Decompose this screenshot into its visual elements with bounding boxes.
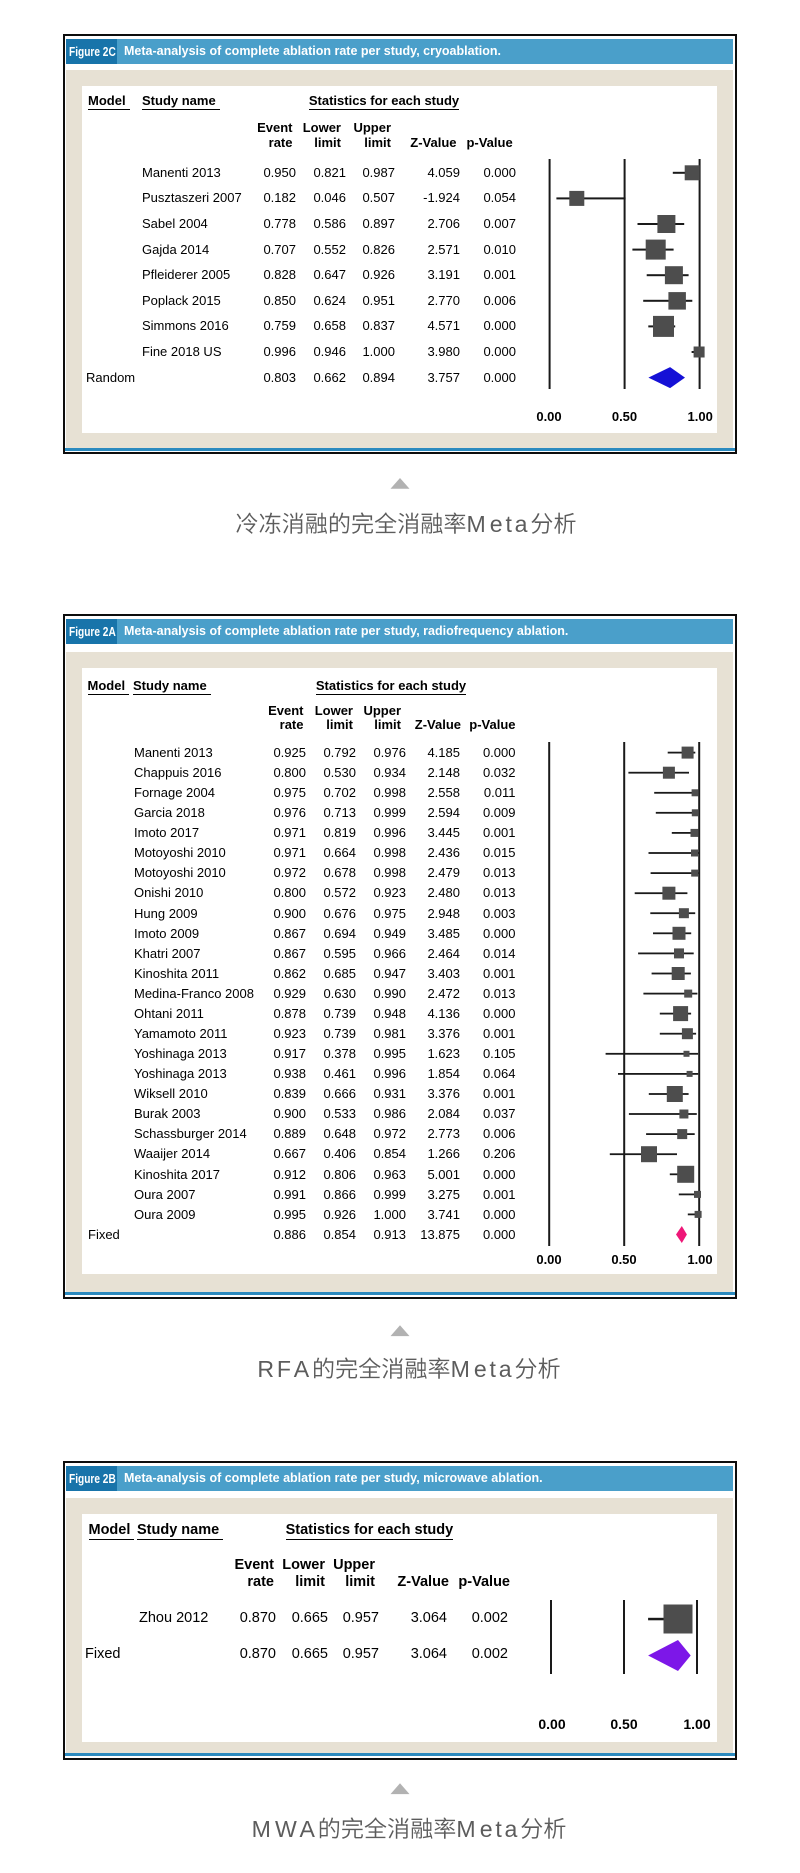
svg-text:e: e	[490, 511, 503, 537]
svg-text:e: e	[474, 1356, 487, 1382]
svg-text:A: A	[294, 1356, 310, 1382]
svg-text:M: M	[451, 1356, 470, 1382]
svg-text:M: M	[466, 511, 485, 537]
svg-text:R: R	[257, 1356, 274, 1382]
svg-text:F: F	[277, 1356, 291, 1382]
svg-text:a: a	[505, 1816, 518, 1842]
svg-text:a: a	[515, 511, 528, 537]
svg-text:a: a	[499, 1356, 512, 1382]
svg-text:t: t	[505, 511, 512, 537]
svg-text:M: M	[252, 1816, 271, 1842]
svg-text:t: t	[495, 1816, 502, 1842]
svg-text:e: e	[480, 1816, 493, 1842]
svg-text:M: M	[456, 1816, 475, 1842]
svg-text:t: t	[490, 1356, 497, 1382]
svg-text:A: A	[300, 1816, 316, 1842]
svg-text:W: W	[275, 1816, 297, 1842]
